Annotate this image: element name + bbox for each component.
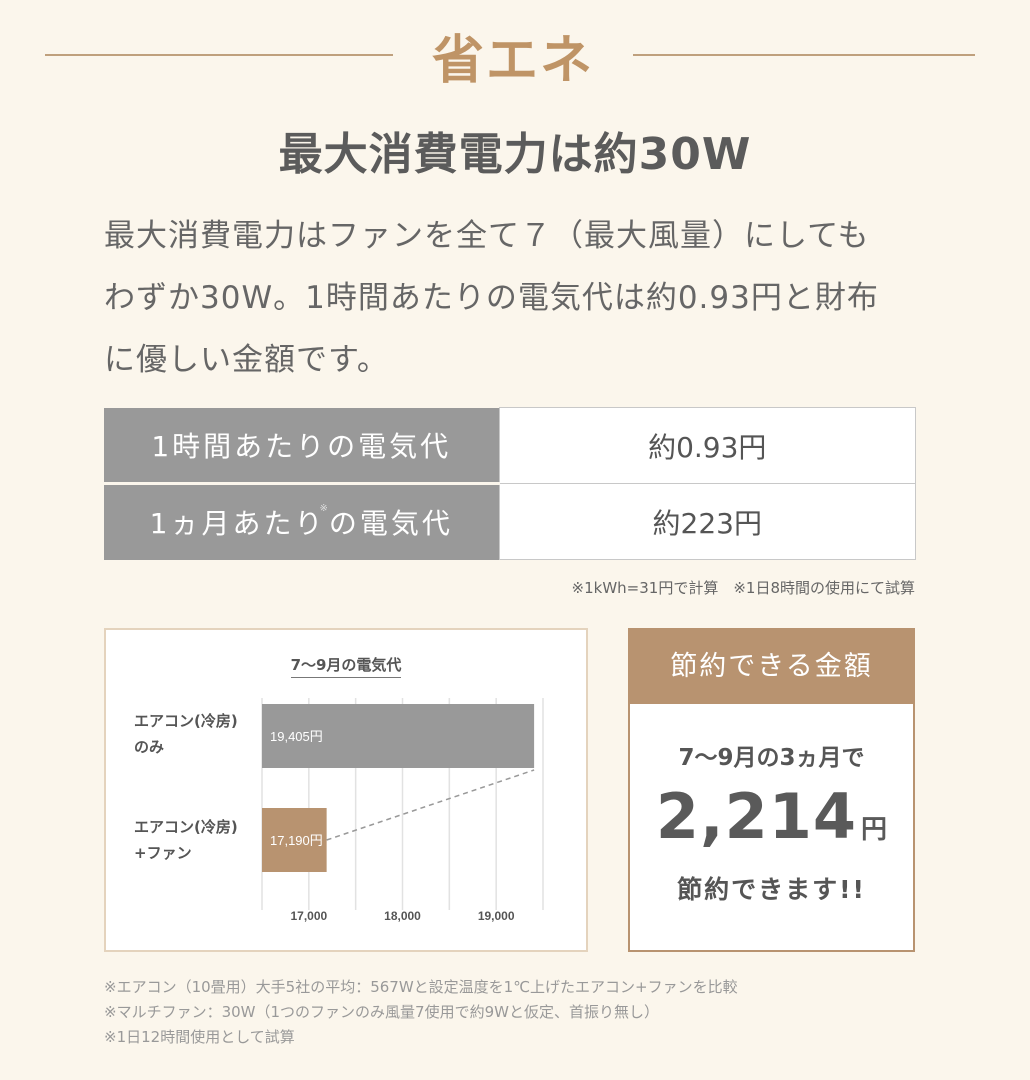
- category-label: エアコン(冷房) +ファン: [134, 818, 238, 862]
- table-row: 1時間あたりの電気代 約0.93円: [104, 407, 916, 485]
- bar-value-label: 17,190円: [270, 833, 323, 848]
- row-label: 1ヵ月あたり※の電気代: [104, 483, 499, 560]
- chart-title: 7〜9月の電気代: [106, 654, 586, 678]
- x-tick-label: 19,000: [478, 909, 515, 923]
- header-rule-left: [45, 54, 393, 56]
- bar-value-label: 19,405円: [270, 729, 323, 744]
- row-label: 1時間あたりの電気代: [104, 407, 499, 485]
- chart-bar: [262, 704, 535, 768]
- description-line: 最大消費電力はファンを全て７（最大風量）にしても: [104, 218, 870, 254]
- cost-table: 1時間あたりの電気代 約0.93円 1ヵ月あたり※の電気代 約223円: [104, 407, 916, 560]
- table-row: 1ヵ月あたり※の電気代 約223円: [104, 483, 916, 560]
- footnote: ※エアコン（10畳用）大手5社の平均：567Wと設定温度を1℃上げたエアコン+フ…: [104, 978, 738, 996]
- savings-amount: 2,214 円: [630, 780, 913, 853]
- row-value: 約0.93円: [498, 407, 916, 484]
- footnotes: ※エアコン（10畳用）大手5社の平均：567Wと設定温度を1℃上げたエアコン+フ…: [104, 975, 738, 1050]
- row-label-post: の電気代: [328, 507, 453, 541]
- savings-message: 節約できます!!: [677, 875, 866, 904]
- chart-bar: [262, 808, 327, 872]
- electricity-cost-chart: 19,405円 17,190円 17,000 18,000 19,000 7〜9月の電気…: [104, 628, 588, 952]
- savings-number: 2,214: [655, 780, 858, 853]
- header-rule-right: [633, 54, 975, 56]
- x-tick-label: 18,000: [384, 909, 421, 923]
- savings-unit: 円: [861, 815, 888, 845]
- savings-heading: 節約できる金額: [630, 630, 913, 704]
- savings-panel: 節約できる金額 7〜9月の3ヵ月で 2,214 円 節約できます!!: [628, 628, 915, 952]
- section-header: 省エネ: [0, 0, 1030, 110]
- description-line: わずか30W。1時間あたりの電気代は約0.93円と財布: [104, 280, 879, 316]
- section-title: 省エネ: [431, 31, 594, 91]
- bar-chart: 19,405円 17,190円 17,000 18,000 19,000: [261, 698, 544, 923]
- row-value: 約223円: [498, 483, 916, 560]
- description: 最大消費電力はファンを全て７（最大風量）にしても わずか30W。1時間あたりの電…: [104, 205, 934, 391]
- footnote: ※マルチファン：30W（1つのファンのみ風量7使用で約9Wと仮定、首振り無し）: [104, 1003, 659, 1021]
- calculation-note: ※1kWh=31円で計算 ※1日8時間の使用にて試算: [571, 579, 915, 597]
- row-label-pre: 1ヵ月あたり: [149, 507, 326, 541]
- category-label: エアコン(冷房) のみ: [134, 712, 238, 756]
- savings-period: 7〜9月の3ヵ月で: [678, 745, 865, 771]
- x-tick-label: 17,000: [290, 909, 327, 923]
- headline: 最大消費電力は約30W: [278, 129, 752, 180]
- description-line: に優しい金額です。: [104, 342, 389, 378]
- note-marker: ※: [319, 503, 331, 515]
- footnote: ※1日12時間使用として試算: [104, 1028, 295, 1046]
